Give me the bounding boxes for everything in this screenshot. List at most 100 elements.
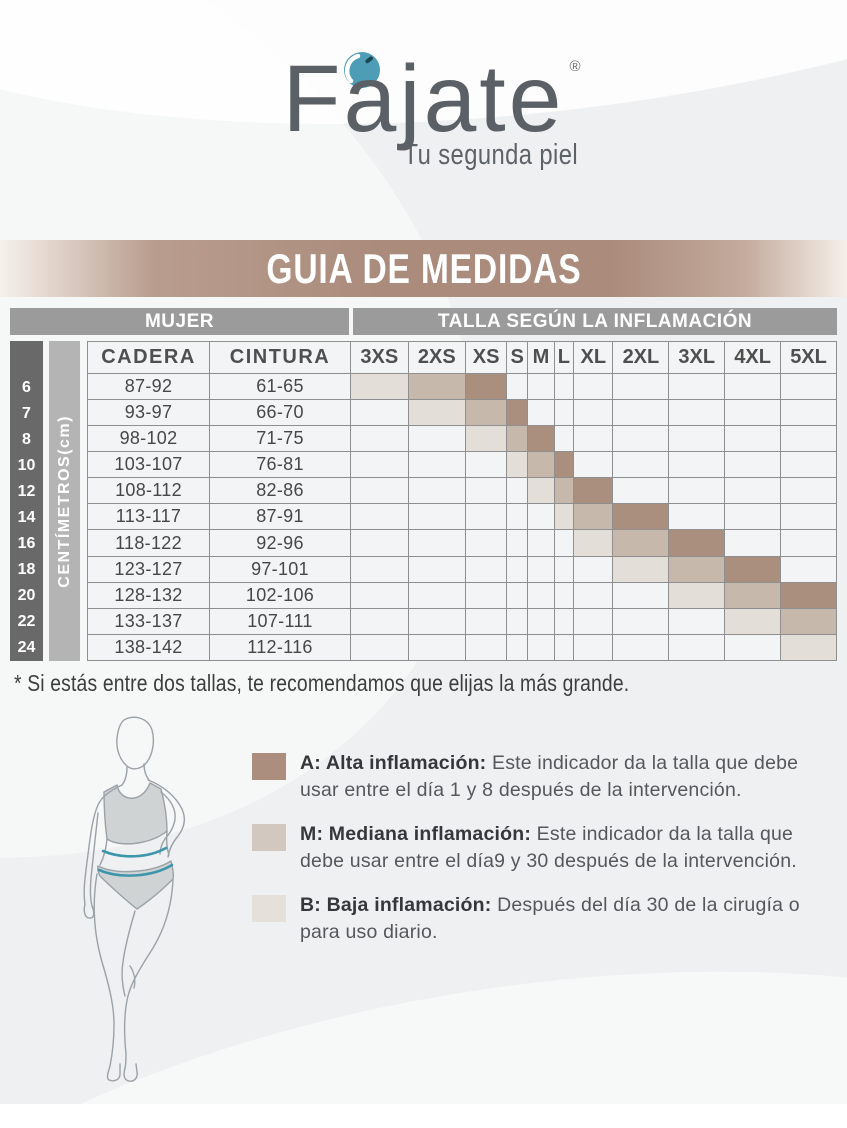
inflammation-cell bbox=[612, 581, 670, 609]
inflammation-cell bbox=[724, 372, 782, 401]
inflammation-cell-baja bbox=[573, 529, 614, 557]
cintura-cell: 71-75 bbox=[209, 425, 351, 453]
cadera-cell: 123-127 bbox=[87, 555, 210, 583]
woman-figure bbox=[83, 716, 186, 1082]
inflammation-cell-alta bbox=[780, 581, 837, 609]
size-table: CADERA CINTURA 3XS 2XS XS S M L XL 2XL 3… bbox=[87, 341, 837, 662]
cintura-cell: 102-106 bbox=[209, 581, 351, 609]
inflammation-cell-mediana bbox=[527, 451, 555, 479]
inflammation-cell-alta bbox=[612, 503, 670, 531]
title-banner: GUIA DE MEDIDAS bbox=[0, 240, 847, 297]
group-header-bar: MUJER TALLA SEGÚN LA INFLAMACIÓN bbox=[10, 308, 837, 335]
inflammation-cell bbox=[780, 399, 837, 427]
inflammation-cell bbox=[350, 555, 409, 583]
inflammation-cell-baja bbox=[506, 451, 529, 479]
inflammation-cell-mediana bbox=[465, 399, 508, 427]
cintura-cell: 76-81 bbox=[209, 451, 351, 479]
figure-bottom-garment bbox=[96, 860, 175, 910]
legend: A: Alta inflamación: Este indicador da l… bbox=[252, 750, 812, 963]
inflammation-cell bbox=[612, 633, 670, 662]
inflammation-cell-baja bbox=[527, 477, 555, 505]
inflammation-cell bbox=[724, 529, 782, 557]
table-row: 98-102 71-75 bbox=[87, 425, 837, 453]
table-row: 108-112 82-86 bbox=[87, 477, 837, 505]
inflammation-cell bbox=[465, 581, 508, 609]
row-size-number: 10 bbox=[17, 457, 36, 474]
inflammation-cell bbox=[612, 477, 670, 505]
col-header-size-l: L bbox=[553, 341, 575, 374]
row-size-number: 22 bbox=[17, 613, 36, 630]
inflammation-cell-mediana bbox=[724, 581, 782, 609]
inflammation-cell bbox=[573, 633, 614, 662]
table-row: 113-117 87-91 bbox=[87, 503, 837, 531]
background-bottom-band bbox=[0, 1104, 847, 1128]
inflammation-cell bbox=[612, 425, 670, 453]
inflammation-cell-alta bbox=[553, 451, 575, 479]
inflammation-cell bbox=[465, 451, 508, 479]
col-header-size-2xl: 2XL bbox=[612, 341, 670, 374]
inflammation-cell bbox=[780, 425, 837, 453]
inflammation-cell-mediana bbox=[668, 555, 726, 583]
inflammation-cell bbox=[668, 372, 726, 401]
row-size-number: 16 bbox=[17, 535, 36, 552]
inflammation-cell-baja bbox=[350, 372, 409, 401]
inflammation-cell-alta bbox=[573, 477, 614, 505]
row-size-number: 8 bbox=[22, 431, 31, 448]
inflammation-cell bbox=[553, 372, 575, 401]
inflammation-cell bbox=[527, 372, 555, 401]
inflammation-cell bbox=[724, 477, 782, 505]
inflammation-cell bbox=[465, 607, 508, 635]
row-size-number: 18 bbox=[17, 561, 36, 578]
inflammation-cell bbox=[350, 399, 409, 427]
inflammation-cell-alta bbox=[724, 555, 782, 583]
row-size-number: 7 bbox=[22, 405, 31, 422]
table-row: 87-92 61-65 bbox=[87, 372, 837, 401]
inflammation-cell bbox=[573, 372, 614, 401]
inflammation-cell bbox=[612, 372, 670, 401]
inflammation-cell bbox=[465, 633, 508, 662]
inflammation-cell-mediana bbox=[780, 607, 837, 635]
waist-measure-line bbox=[101, 846, 168, 858]
size-table-body: 87-92 61-65 93-97 66-70 98-102 71-75 103-107 76… bbox=[87, 372, 837, 662]
table-row: 93-97 66-70 bbox=[87, 399, 837, 427]
banner-title: GUIA DE MEDIDAS bbox=[265, 244, 582, 292]
registered-trademark: ® bbox=[569, 58, 581, 75]
inflammation-cell bbox=[407, 607, 467, 635]
cintura-cell: 82-86 bbox=[209, 477, 351, 505]
inflammation-cell bbox=[506, 555, 529, 583]
inflammation-cell bbox=[527, 607, 555, 635]
legend-item-b: B: Baja inflamación: Después del día 30 … bbox=[252, 892, 812, 946]
inflammation-cell bbox=[465, 477, 508, 505]
group-header-mujer: MUJER bbox=[10, 308, 349, 335]
inflammation-cell-alta bbox=[506, 399, 529, 427]
centimeters-column: CENTÍMETROS(cm) bbox=[49, 341, 80, 661]
cadera-cell: 98-102 bbox=[87, 425, 210, 453]
legend-swatch bbox=[252, 824, 286, 851]
inflammation-cell bbox=[668, 425, 726, 453]
inflammation-cell bbox=[407, 529, 467, 557]
inflammation-cell bbox=[553, 425, 575, 453]
inflammation-cell bbox=[350, 581, 409, 609]
inflammation-cell bbox=[407, 581, 467, 609]
cadera-cell: 133-137 bbox=[87, 607, 210, 635]
inflammation-cell bbox=[724, 503, 782, 531]
inflammation-cell bbox=[668, 633, 726, 662]
cintura-cell: 112-116 bbox=[209, 633, 351, 662]
inflammation-cell bbox=[668, 399, 726, 427]
size-number-column: 6 7 8 10 12 14 16 18 20 22 24 bbox=[10, 341, 43, 661]
inflammation-cell bbox=[407, 503, 467, 531]
legend-swatch bbox=[252, 895, 286, 922]
cadera-cell: 118-122 bbox=[87, 529, 210, 557]
inflammation-cell bbox=[506, 581, 529, 609]
inflammation-cell-baja bbox=[553, 503, 575, 531]
inflammation-cell-mediana bbox=[407, 372, 467, 401]
col-header-size-xs: XS bbox=[465, 341, 508, 374]
inflammation-cell-baja bbox=[668, 581, 726, 609]
inflammation-cell-mediana bbox=[573, 503, 614, 531]
col-header-cintura: CINTURA bbox=[209, 341, 351, 374]
inflammation-cell bbox=[780, 451, 837, 479]
inflammation-cell bbox=[668, 477, 726, 505]
inflammation-cell bbox=[465, 529, 508, 557]
inflammation-cell bbox=[573, 399, 614, 427]
size-chart: MUJER TALLA SEGÚN LA INFLAMACIÓN 6 7 8 10 12… bbox=[10, 308, 837, 662]
